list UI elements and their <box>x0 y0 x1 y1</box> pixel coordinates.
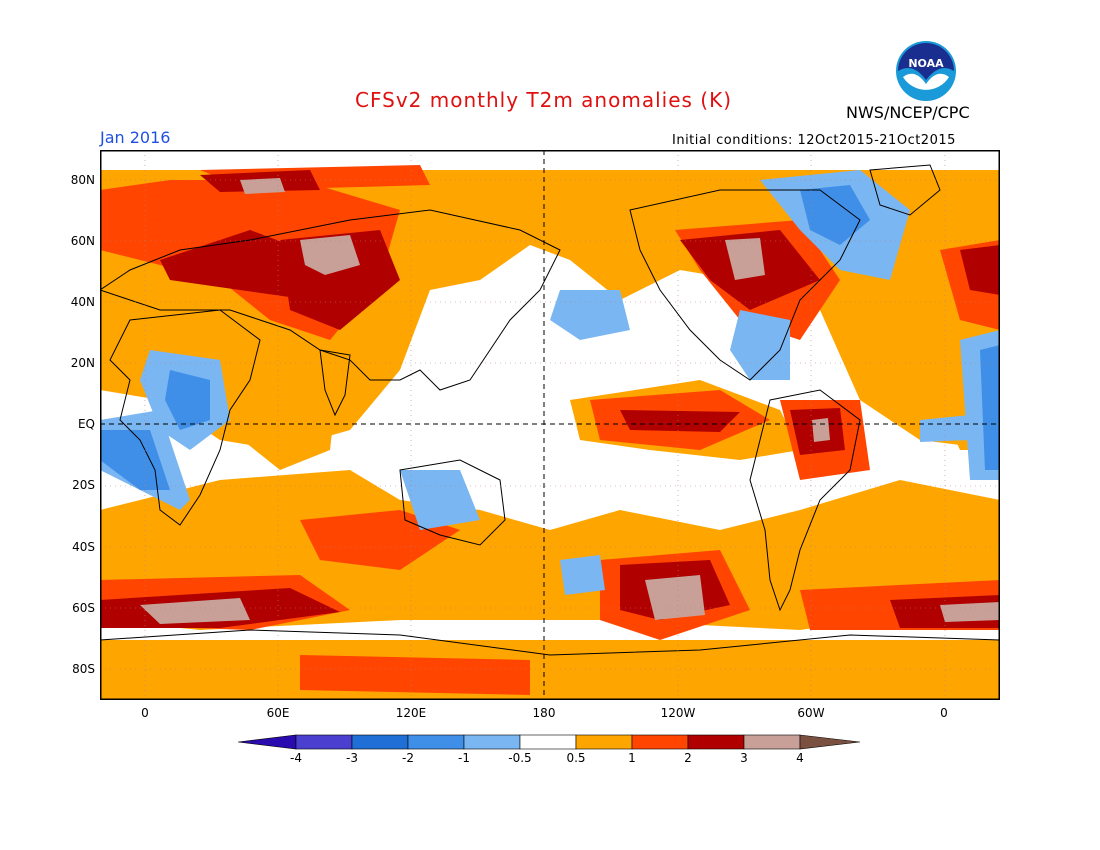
lon-label-120w: 120W <box>660 706 696 720</box>
gridlines <box>100 150 1000 700</box>
anomaly-field-brown <box>140 178 1000 624</box>
lat-label-40n: 40N <box>70 295 95 309</box>
cbar-arrow-high <box>799 734 861 750</box>
cbar-label: -3 <box>346 751 358 765</box>
initial-conditions: Initial conditions: 12Oct2015-21Oct2015 <box>672 133 956 148</box>
lat-label-80s: 80S <box>72 662 95 676</box>
cbar-swatch-9 <box>743 734 801 750</box>
lat-label-eq: EQ <box>77 417 95 431</box>
anomaly-map <box>100 150 1000 700</box>
cbar-swatch-3 <box>407 734 465 750</box>
lon-label-60e: 60E <box>266 706 290 720</box>
chart-title: CFSv2 monthly T2m anomalies (K) <box>355 88 732 112</box>
color-bar <box>238 734 861 750</box>
lon-label-0-east: 0 <box>940 706 948 720</box>
lon-label-60w: 60W <box>797 706 825 720</box>
cbar-label: -1 <box>458 751 470 765</box>
cbar-label: 2 <box>684 751 692 765</box>
valid-month: Jan 2016 <box>100 128 171 147</box>
cbar-arrow-low <box>238 734 297 750</box>
lat-label-20n: 20N <box>70 356 95 370</box>
lat-label-60n: 60N <box>70 234 95 248</box>
map-border <box>100 150 1000 700</box>
cbar-swatch-5 <box>519 734 577 750</box>
cbar-label: 1 <box>628 751 636 765</box>
lon-label-0-west: 0 <box>141 706 149 720</box>
noaa-logo: NOAA <box>896 41 956 101</box>
cbar-swatch-8 <box>687 734 745 750</box>
lat-label-60s: 60S <box>72 601 95 615</box>
agency-label: NWS/NCEP/CPC <box>846 103 970 122</box>
cbar-swatch-4 <box>463 734 521 750</box>
anomaly-field-blue-dark <box>100 185 1000 490</box>
cbar-label: 3 <box>740 751 748 765</box>
lat-label-20s: 20S <box>72 478 95 492</box>
cbar-swatch-6 <box>575 734 633 750</box>
cbar-label: 0.5 <box>566 751 586 765</box>
lon-label-120e: 120E <box>395 706 427 720</box>
cbar-label: -2 <box>402 751 414 765</box>
lat-label-40s: 40S <box>72 540 95 554</box>
cbar-swatch-2 <box>351 734 409 750</box>
cbar-label: -4 <box>290 751 302 765</box>
coastlines <box>100 164 1000 656</box>
logo-text: NOAA <box>908 57 944 70</box>
cbar-swatch-1 <box>295 734 353 750</box>
lat-label-80n: 80N <box>70 173 95 187</box>
cbar-swatch-7 <box>631 734 689 750</box>
lon-label-180: 180 <box>532 706 556 720</box>
cbar-label: -0.5 <box>508 751 532 765</box>
cbar-label: 4 <box>796 751 804 765</box>
